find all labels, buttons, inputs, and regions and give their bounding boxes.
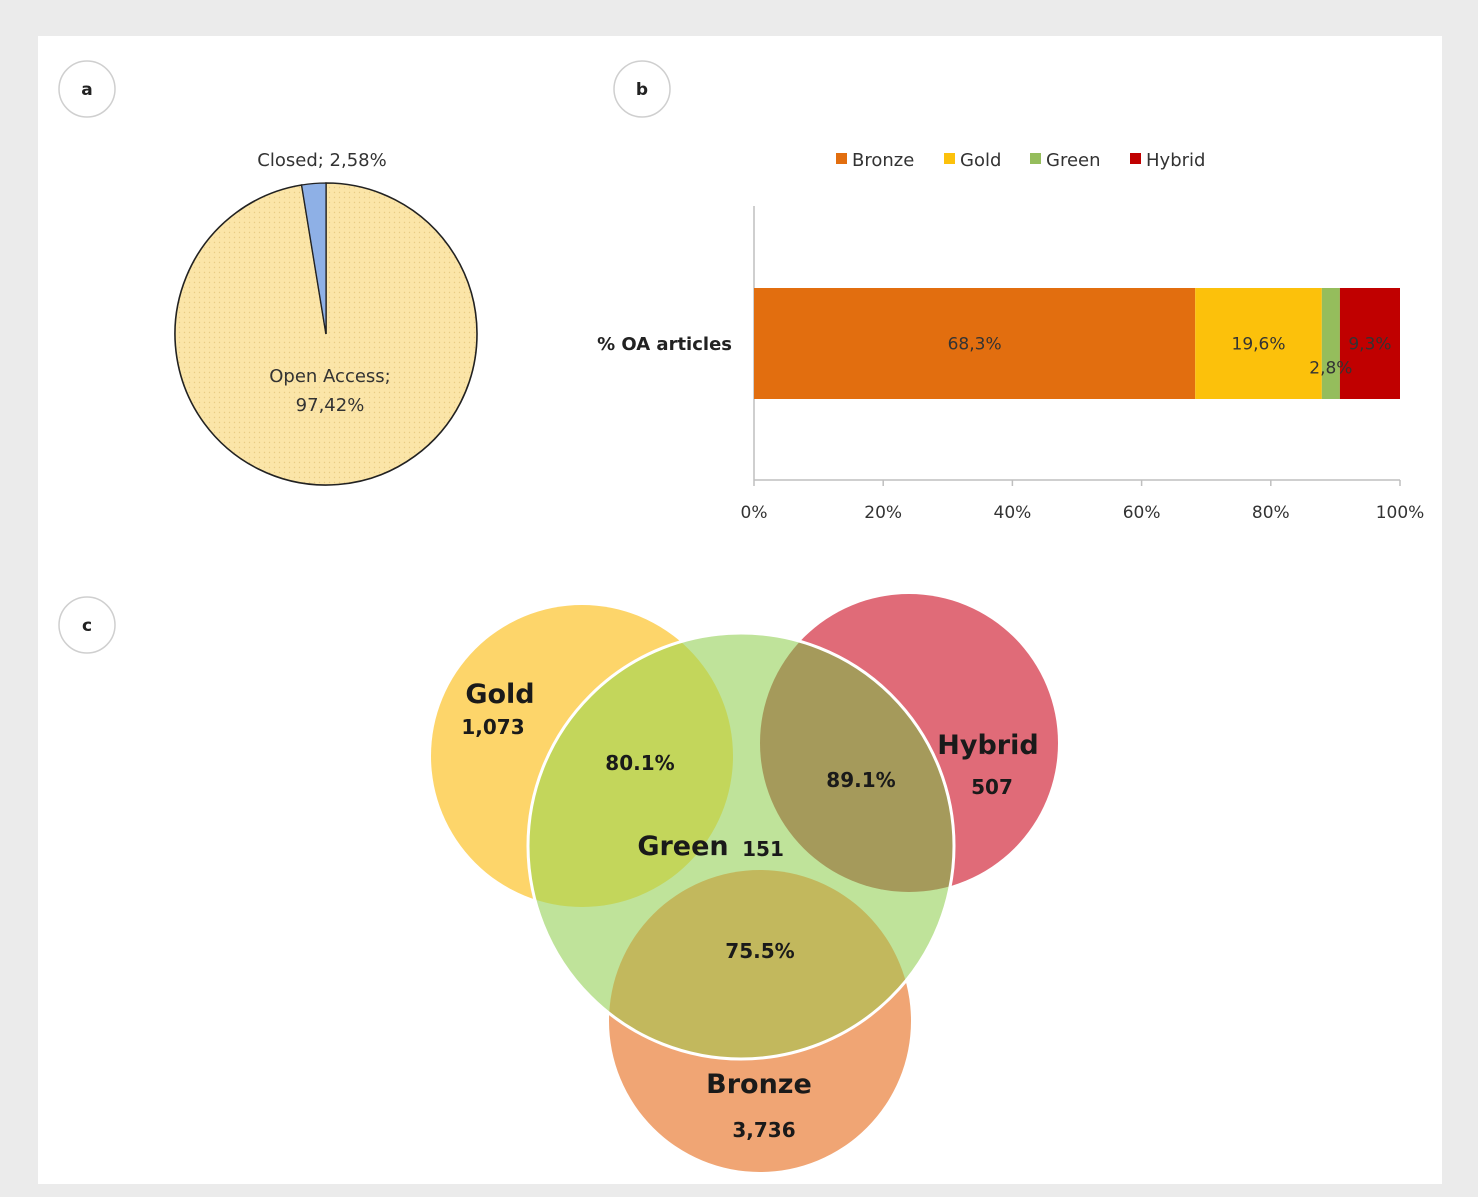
venn-count-hybrid: 507 [971, 775, 1013, 799]
panel-a-badge [58, 60, 116, 118]
bar-segment-gold [1195, 288, 1322, 399]
bar-x-tick-label: 100% [1376, 503, 1425, 523]
venn-overlap-bronze-green [609, 870, 911, 1059]
venn-overlap-label-gold-green: 80.1% [605, 751, 674, 775]
bar-x-tick-label: 0% [741, 503, 768, 523]
venn-label-green: Green [637, 831, 728, 862]
venn-count-bronze: 3,736 [732, 1118, 795, 1142]
bar-segment-hybrid [1339, 288, 1400, 399]
venn-label-gold: Gold [465, 679, 534, 710]
bar-category-label: % OA articles [597, 334, 732, 355]
figure-frame: a Closed; 2,58% Open Access; 97,42% b Br… [38, 36, 1442, 1184]
pie-chart [174, 182, 478, 486]
legend-label-gold: Gold [960, 150, 1001, 171]
figure-canvas: a Closed; 2,58% Open Access; 97,42% b Br… [58, 60, 1425, 1172]
bar-x-tick-label: 60% [1123, 503, 1161, 523]
bar-data-label-green: 2,8% [1309, 359, 1352, 379]
legend-label-hybrid: Hybrid [1146, 150, 1205, 171]
open-access-slice-label-line1: Open Access; [269, 366, 390, 387]
panel-c-badge [58, 596, 116, 654]
panel-c-letter: c [82, 616, 92, 636]
legend-swatch-gold [944, 153, 955, 164]
venn-overlap-gold-green [528, 633, 733, 907]
bar-legend: Bronze Gold Green Hybrid [836, 150, 1205, 171]
closed-slice-label: Closed; 2,58% [257, 150, 386, 171]
panel-a: a Closed; 2,58% Open Access; 97,42% [58, 60, 478, 486]
bar-x-tick-label: 20% [864, 503, 902, 523]
venn-count-gold: 1,073 [461, 715, 524, 739]
venn-overlap-label-hybrid-green: 89.1% [826, 768, 895, 792]
panel-b-badge [613, 60, 671, 118]
panel-b-letter: b [636, 80, 648, 100]
legend-label-bronze: Bronze [852, 150, 914, 171]
legend-swatch-green [1030, 153, 1041, 164]
venn-overlap-label-bronze-green: 75.5% [725, 939, 794, 963]
panel-b: b Bronze Gold Green Hybrid % OA articles… [597, 60, 1425, 523]
bar-data-label-hybrid: 9,3% [1348, 335, 1391, 355]
bar-segment-green [1321, 288, 1340, 399]
bar-x-tick-label: 40% [994, 503, 1032, 523]
bar-data-labels: 68,3% 19,6% 2,8% 9,3% [948, 335, 1392, 379]
venn-count-green: 151 [742, 837, 784, 861]
venn-label-bronze: Bronze [706, 1069, 812, 1100]
bar-x-tick-label: 80% [1252, 503, 1290, 523]
bar-data-label-gold: 19,6% [1232, 335, 1286, 355]
bar-data-label-bronze: 68,3% [948, 335, 1002, 355]
venn-green-outline [526, 631, 956, 1061]
panel-c: c Gold 1,073 Hybrid 507 Green 151 Bronze… [58, 594, 1058, 1172]
legend-label-green: Green [1046, 150, 1101, 171]
panel-a-letter: a [81, 80, 92, 100]
legend-swatch-hybrid [1130, 153, 1141, 164]
pie-slice-closed [300, 182, 327, 335]
bar-segments [754, 288, 1400, 399]
venn-overlap-hybrid-green [760, 633, 954, 892]
venn-label-hybrid: Hybrid [937, 730, 1038, 761]
bar-segment-bronze [754, 288, 1196, 399]
legend-swatch-bronze [836, 153, 847, 164]
bar-x-ticks: 0% 20% 40% 60% 80% 100% [741, 480, 1425, 523]
open-access-slice-label-line2: 97,42% [296, 395, 365, 416]
